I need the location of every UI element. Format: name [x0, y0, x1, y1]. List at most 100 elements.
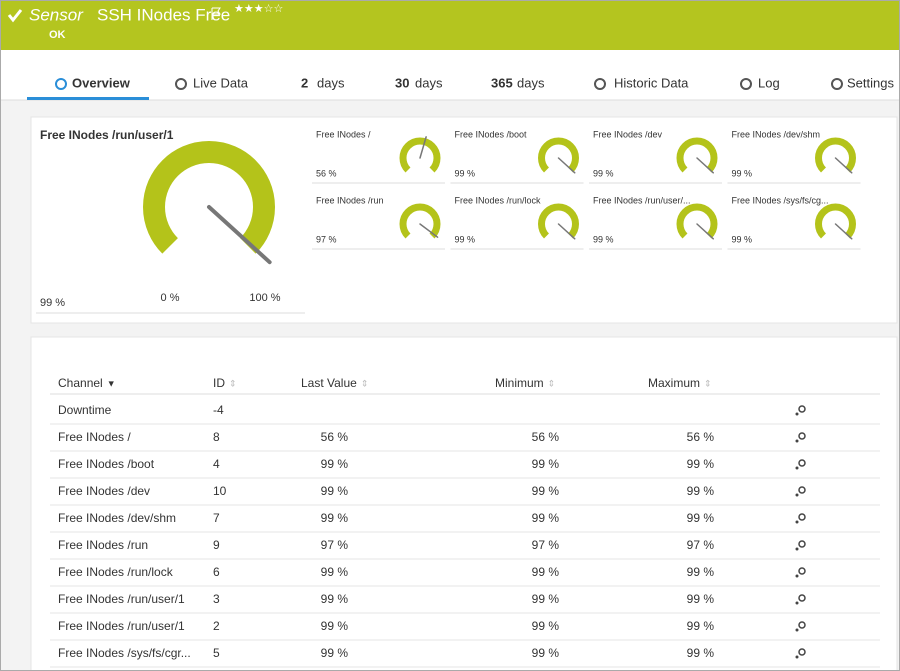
table-cell: 9: [213, 538, 220, 552]
channel-settings[interactable]: [798, 432, 806, 440]
gauge-value: 99 %: [593, 234, 614, 244]
gauge-min: 0 %: [161, 292, 180, 304]
channel-settings[interactable]: [798, 513, 806, 521]
table-cell: 99 %: [321, 565, 349, 579]
channel-settings[interactable]: [798, 567, 806, 575]
table-cell: 99 %: [321, 592, 349, 606]
channel-settings-dot: [795, 520, 799, 524]
stars[interactable]: ★★★☆☆: [234, 3, 283, 15]
gauge-needle: [557, 157, 576, 174]
column-header[interactable]: Maximum: [648, 376, 700, 390]
channel-settings[interactable]: [798, 540, 806, 548]
sort-icon[interactable]: ⇕: [229, 378, 237, 388]
sort-icon[interactable]: ▼: [107, 378, 116, 388]
table-cell: 2: [213, 619, 220, 633]
tab-label[interactable]: Live Data: [193, 75, 249, 90]
gauge-arc: [538, 137, 579, 173]
tab-icon[interactable]: [175, 78, 187, 90]
gauge-arc: [676, 203, 718, 239]
table-cell: 99 %: [687, 619, 715, 633]
gauge-title: Free INodes /dev/shm: [732, 129, 821, 139]
table-cell: Free INodes /run/lock: [58, 565, 174, 579]
channel-settings[interactable]: [798, 459, 806, 467]
active-tab-underline: [27, 97, 149, 100]
table-cell: Free INodes /boot: [58, 457, 155, 471]
gauge-needle: [419, 223, 439, 238]
channel-settings[interactable]: [798, 594, 806, 602]
table-cell: 56 %: [321, 430, 349, 444]
tab-label[interactable]: Historic Data: [614, 75, 689, 90]
table-cell: 99 %: [687, 457, 715, 471]
header-bar: [0, 0, 900, 50]
table-cell: 99 %: [532, 646, 560, 660]
table-cell: 99 %: [321, 484, 349, 498]
table-cell: -4: [213, 403, 224, 417]
table-cell: 6: [213, 565, 220, 579]
channel-settings-dot: [795, 628, 799, 632]
tab-icon[interactable]: [594, 78, 606, 90]
gauge-max: 100 %: [249, 292, 280, 304]
column-header[interactable]: Channel: [58, 376, 103, 390]
table-cell: 97 %: [532, 538, 560, 552]
table-cell: 99 %: [687, 484, 715, 498]
tab-icon[interactable]: [55, 78, 67, 90]
tab-label[interactable]: days: [317, 75, 345, 90]
tab-number[interactable]: 2: [301, 75, 308, 90]
table-cell: 97 %: [321, 538, 349, 552]
tab-icon[interactable]: [831, 78, 843, 90]
table-cell: 5: [213, 646, 220, 660]
column-header[interactable]: Last Value: [301, 376, 357, 390]
gauge-needle: [696, 223, 715, 240]
gauge-value: 99 %: [455, 234, 476, 244]
check-icon: [7, 9, 23, 23]
header-title: SSH INodes Free: [97, 5, 230, 24]
channel-settings-dot: [795, 439, 799, 443]
table-cell: Free INodes /run/user/1: [58, 592, 185, 606]
tab-label[interactable]: days: [415, 75, 443, 90]
table-cell: 99 %: [532, 592, 560, 606]
tab-label[interactable]: Settings: [847, 75, 894, 90]
table-cell: 99 %: [687, 511, 715, 525]
tab-label[interactable]: Overview: [72, 75, 131, 90]
channel-settings[interactable]: [798, 405, 806, 413]
table-cell: 99 %: [321, 511, 349, 525]
gauge-title: Free INodes /dev: [593, 129, 663, 139]
table-cell: Free INodes /dev/shm: [58, 511, 176, 525]
tab-icon[interactable]: [740, 78, 752, 90]
gauge-needle: [557, 223, 576, 240]
table-panel: [30, 336, 898, 671]
tab-number[interactable]: 30: [395, 75, 409, 90]
gauge-arc: [143, 141, 275, 254]
gauge-arc: [815, 203, 856, 239]
tab-number[interactable]: 365: [491, 75, 513, 90]
tab-label[interactable]: Log: [758, 75, 780, 90]
table-cell: Free INodes /sys/fs/cgr...: [58, 646, 191, 660]
channel-settings[interactable]: [798, 621, 806, 629]
gauge-title: Free INodes /sys/fs/cg...: [732, 195, 829, 205]
gauge-value: 56 %: [316, 168, 337, 178]
table-cell: 99 %: [321, 619, 349, 633]
sort-icon[interactable]: ⇕: [704, 378, 712, 388]
channel-settings[interactable]: [798, 648, 806, 656]
flag-icon[interactable]: [211, 7, 221, 20]
column-header[interactable]: Minimum: [495, 376, 544, 390]
gauge-value: 99 %: [732, 234, 753, 244]
sort-icon[interactable]: ⇕: [548, 378, 556, 388]
table-cell: 99 %: [321, 646, 349, 660]
table-cell: 99 %: [687, 592, 715, 606]
channel-settings-dot: [795, 574, 799, 578]
table-cell: 4: [213, 457, 220, 471]
table-cell: 99 %: [532, 511, 560, 525]
table-cell: 8: [213, 430, 220, 444]
table-cell: 7: [213, 511, 220, 525]
gauge-value: 99 %: [455, 168, 476, 178]
channel-settings-dot: [795, 601, 799, 605]
sort-icon[interactable]: ⇕: [361, 378, 369, 388]
column-header[interactable]: ID: [213, 376, 225, 390]
tab-label[interactable]: days: [517, 75, 545, 90]
channel-settings[interactable]: [798, 486, 806, 494]
status: OK: [49, 29, 66, 41]
table-cell: 56 %: [687, 430, 715, 444]
table-cell: 56 %: [532, 430, 560, 444]
gauge-needle: [419, 136, 427, 159]
